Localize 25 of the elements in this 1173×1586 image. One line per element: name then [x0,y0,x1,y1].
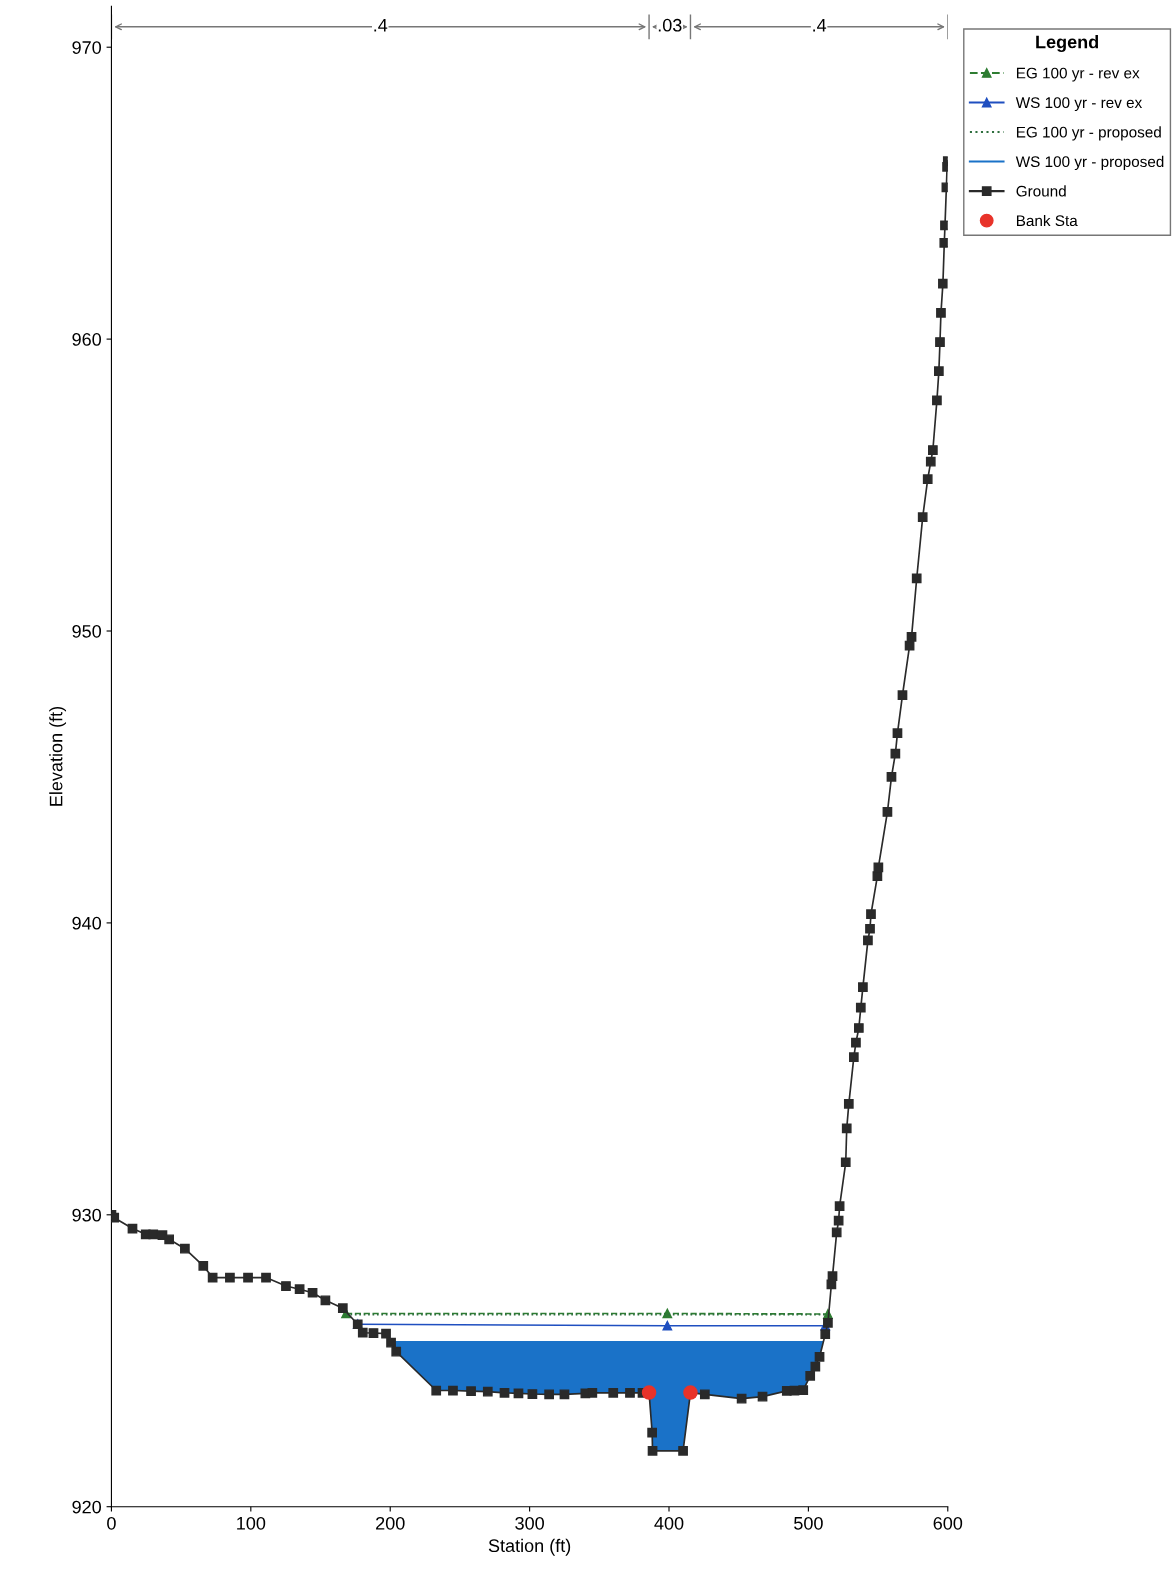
annotation: .4 [374,19,388,32]
y-tick-label: 970 [72,41,102,54]
y-tick-label: 920 [72,1500,102,1514]
x-tick-label: 0 [107,1516,116,1530]
y-tick-label: 950 [72,624,102,638]
x-tick-label: 500 [794,1516,823,1530]
y-tick-label: 940 [72,916,102,930]
legend-label: EG 100 yr - proposed [1016,126,1161,141]
x-axis-title: Station (ft) [488,1538,571,1556]
x-tick-label: 100 [237,1516,266,1530]
y-tick-label: 930 [72,1208,102,1222]
legend-label: EG 100 yr - rev ex [1016,67,1140,82]
x-tick-label: 200 [376,1516,405,1530]
y-tick-label: 960 [72,333,102,346]
x-tick-label: 600 [933,1516,963,1530]
legend-label: WS 100 yr - proposed [1015,155,1164,171]
legend-label: Bank Sta [1016,214,1078,227]
x-tick-label: 400 [654,1516,684,1530]
legend-title: Legend [1036,35,1099,53]
legend-label: WS 100 yr - rev ex [1015,97,1143,112]
legend-label: Ground [1016,185,1066,197]
x-tick-label: 300 [515,1516,544,1530]
annotation: .4 [813,19,827,32]
y-axis-title: Elevation (ft) [49,706,67,806]
annotation: .03 [658,18,682,32]
